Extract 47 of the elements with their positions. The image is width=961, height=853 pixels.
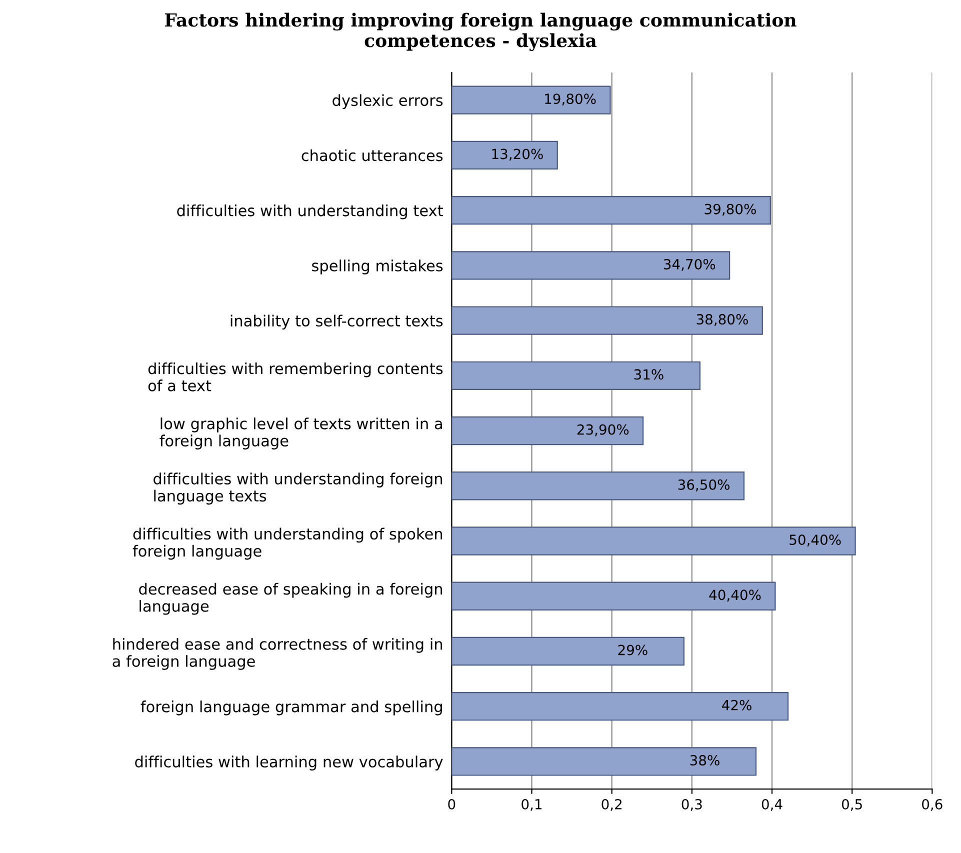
y-tick-label: decreased ease of speaking in a foreign language [139, 582, 442, 615]
x-tick-label: 0,4 [762, 798, 782, 811]
bar [452, 306, 763, 335]
data-label: 50,40% [790, 534, 841, 546]
data-label: 40,40% [709, 590, 761, 602]
bar [452, 747, 757, 776]
y-tick-label: dyslexic errors [332, 94, 443, 110]
x-tick-label: 0 [448, 798, 456, 810]
bar [452, 416, 644, 446]
data-label: 38,80% [696, 314, 748, 326]
data-label: 29% [618, 644, 648, 656]
data-label: 13,20% [492, 148, 543, 161]
bar [452, 251, 730, 280]
y-tick-label: hindered ease and correctness of writing in a foreign language [112, 638, 442, 670]
chart-title: Factors hindering improving foreign language communication competences - dyslexia [165, 12, 796, 51]
x-tick-label: 0,6 [922, 798, 942, 811]
data-label: 39,80% [704, 204, 756, 216]
bar [452, 196, 771, 225]
bar [452, 692, 789, 721]
y-tick-label: difficulties with understanding text [177, 204, 443, 220]
data-label: 42% [722, 700, 752, 710]
bar [452, 361, 700, 390]
x-tick-label: 0,5 [842, 798, 862, 811]
y-tick-label: difficulties with learning new vocabulary [135, 756, 443, 770]
y-tick-label: low graphic level of texts written in a foreign language [160, 418, 442, 450]
bar [452, 140, 558, 170]
y-tick-label: inability to self-correct texts [230, 314, 443, 330]
data-label: 31% [634, 369, 664, 380]
bar [452, 582, 776, 610]
y-tick-label: chaotic utterances [302, 149, 443, 162]
y-tick-label: difficulties with understanding foreign language texts [154, 472, 442, 505]
data-label: 36,50% [678, 479, 730, 492]
x-tick-label: 0,2 [602, 798, 622, 811]
bar [452, 526, 856, 556]
bar [452, 636, 684, 666]
bar [452, 86, 611, 114]
y-tick-label: spelling mistakes [312, 260, 443, 274]
data-label: 38% [690, 754, 720, 766]
y-tick-label: foreign language grammar and spelling [140, 700, 442, 716]
bar [452, 472, 745, 500]
data-label: 23,90% [577, 424, 629, 436]
data-label: 19,80% [545, 94, 596, 106]
x-tick-label: 0,3 [682, 798, 702, 811]
data-label: 34,70% [664, 258, 716, 271]
y-tick-label: difficulties with remembering contents of a text [148, 362, 443, 392]
y-tick-label: difficulties with understanding of spoken foreign language [132, 528, 442, 560]
x-tick-label: 0,1 [522, 798, 542, 811]
